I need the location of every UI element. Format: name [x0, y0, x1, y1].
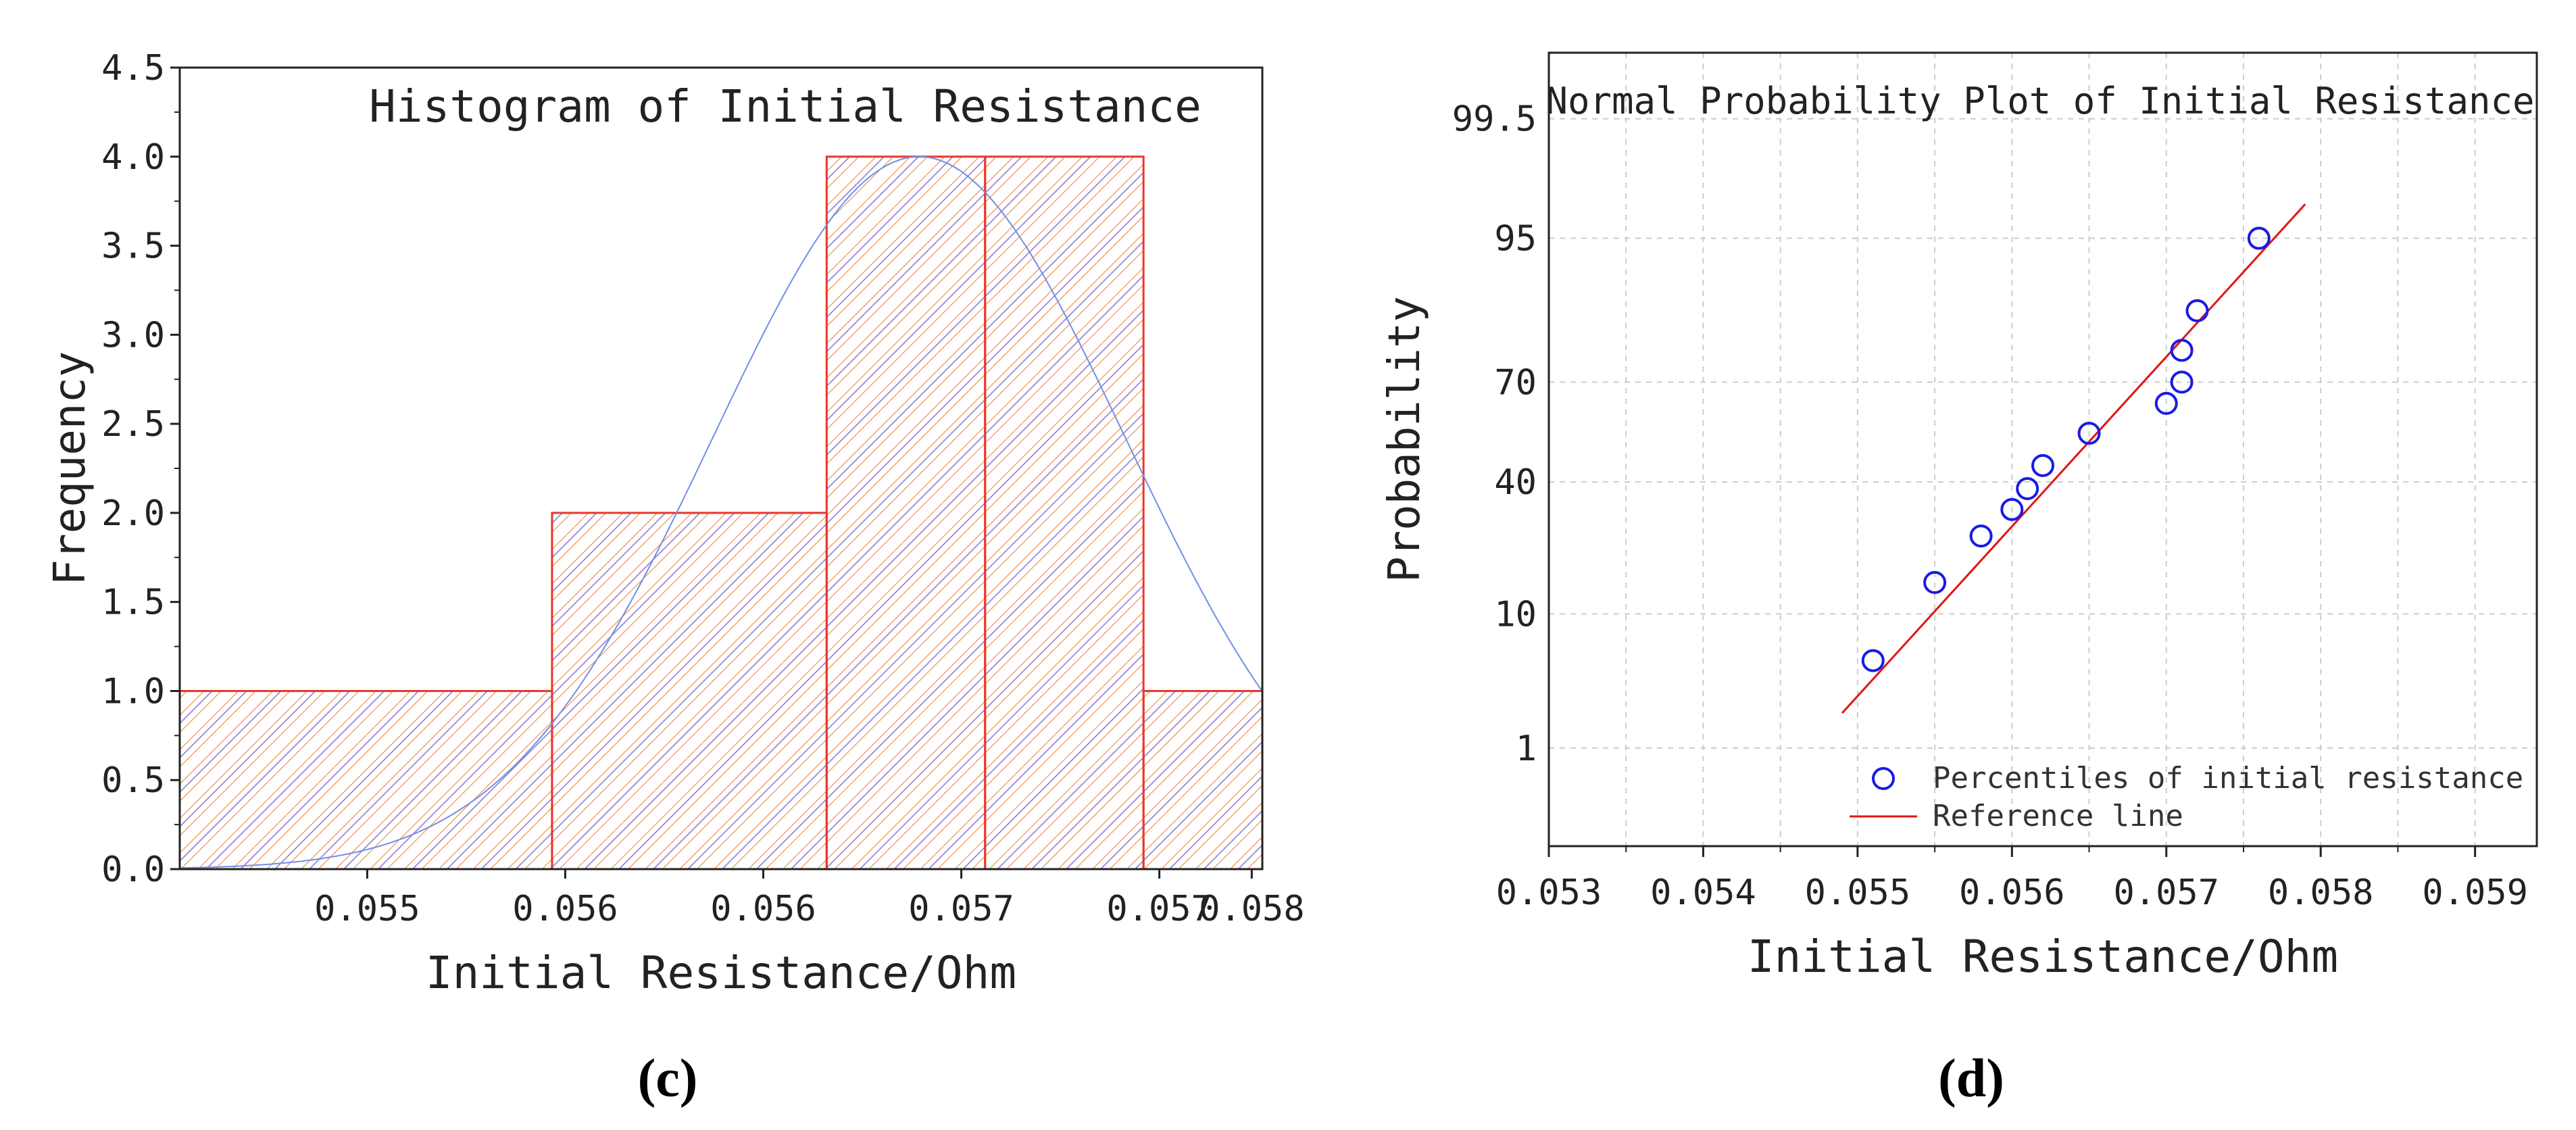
x-tick-label: 0.056: [1959, 873, 2065, 913]
data-point: [2016, 477, 2039, 501]
panel-label-c: (c): [638, 1049, 698, 1108]
legend-marker-percentiles: [1872, 767, 1895, 790]
x-tick-label: 0.058: [1199, 889, 1305, 929]
histogram-y-axis: 0.0 0.5 1.0 1.5 2.0 2.5 3.0 3.5 4.0 4.5: [101, 48, 180, 890]
histogram-bar-hatch: [1143, 691, 1262, 869]
data-point: [2077, 422, 2101, 445]
legend-label-percentiles: Percentiles of initial resistance: [1933, 761, 2523, 795]
x-tick-label: 0.055: [314, 889, 420, 929]
histogram-bars: [178, 155, 1264, 870]
data-point: [2247, 226, 2271, 250]
y-tick-label: 2.5: [101, 404, 165, 445]
y-tick-label: 4.0: [101, 137, 165, 178]
x-tick-label: 0.057: [908, 889, 1014, 929]
data-point: [2031, 453, 2054, 477]
probability-x-axis: 0.053 0.054 0.055 0.056 0.057 0.058 0.059: [1496, 846, 2528, 913]
probability-grid: [1548, 53, 2537, 846]
data-point: [1923, 570, 1947, 594]
panel-label-d: (d): [1938, 1049, 2004, 1108]
y-tick-label: 1.5: [101, 583, 165, 623]
probability-y-axis: 1 10 40 70 95 99.5: [1452, 99, 1537, 769]
data-point: [2154, 391, 2178, 415]
probability-y-label: Probability: [1380, 296, 1430, 583]
histogram-y-label: Frequency: [45, 351, 95, 586]
x-tick-label: 0.054: [1650, 873, 1756, 913]
x-tick-label: 0.057: [2113, 873, 2219, 913]
x-tick-label: 0.057: [1106, 889, 1212, 929]
histogram-bar-hatch: [180, 691, 552, 869]
data-point: [2185, 299, 2209, 322]
histogram-panel: 0.0 0.5 1.0 1.5 2.0 2.5 3.0 3.5 4.0 4.5 0.055 0.05…: [45, 48, 1305, 1108]
histogram-bar-hatch: [826, 156, 985, 869]
y-tick-label: 95: [1494, 219, 1537, 260]
data-point: [2000, 497, 2024, 521]
y-tick-label: 40: [1494, 462, 1537, 503]
histogram-title: Histogram of Initial Resistance: [369, 80, 1202, 132]
y-tick-label: 4.5: [101, 48, 165, 89]
histogram-x-label: Initial Resistance/Ohm: [426, 947, 1016, 999]
y-tick-label: 0.5: [101, 760, 165, 801]
y-tick-label: 99.5: [1452, 99, 1537, 140]
data-point: [1861, 649, 1885, 672]
percentile-points: [1861, 226, 2271, 672]
y-tick-label: 70: [1494, 362, 1537, 403]
x-tick-label: 0.056: [512, 889, 618, 929]
x-tick-label: 0.058: [2268, 873, 2374, 913]
y-tick-label: 3.0: [101, 315, 165, 355]
y-tick-label: 0.0: [101, 850, 165, 890]
legend-label-reference: Reference line: [1933, 799, 2183, 833]
data-point: [1969, 524, 1993, 548]
y-tick-label: 1: [1516, 729, 1537, 769]
y-tick-label: 3.5: [101, 226, 165, 267]
histogram-bar-hatch: [551, 512, 827, 869]
y-tick-label: 1.0: [101, 671, 165, 712]
probability-plot-frame: [1547, 51, 2538, 848]
x-tick-label: 0.059: [2422, 873, 2528, 913]
reference-line: [1841, 203, 2306, 714]
normal-fit-curve: [179, 155, 1263, 869]
x-tick-label: 0.055: [1805, 873, 1911, 913]
x-tick-label: 0.056: [710, 889, 816, 929]
data-point: [2170, 339, 2194, 362]
y-tick-label: 10: [1494, 594, 1537, 635]
y-tick-label: 2.0: [101, 493, 165, 534]
probability-title: Normal Probability Plot of Initial Resis…: [1546, 80, 2535, 122]
x-tick-label: 0.053: [1496, 873, 1602, 913]
legend: Percentiles of initial resistance Refere…: [1850, 761, 2523, 833]
histogram-bar-hatch: [985, 156, 1144, 869]
data-point: [2170, 370, 2194, 394]
probability-x-label: Initial Resistance/Ohm: [1748, 931, 2338, 983]
